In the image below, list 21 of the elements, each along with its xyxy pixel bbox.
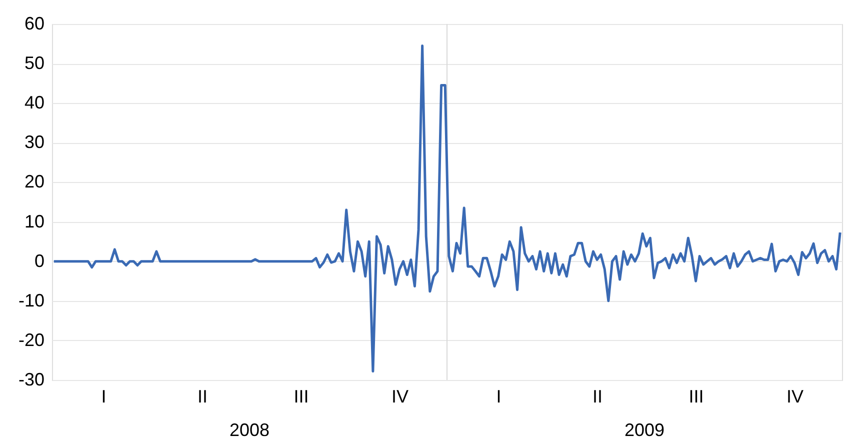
x-tick-label: I <box>496 386 502 406</box>
y-tick-label: -30 <box>18 370 44 390</box>
text: 2008 <box>229 420 270 440</box>
text: 2009 <box>624 420 665 440</box>
y-tick-label: 20 <box>24 172 44 192</box>
x-tick-label: II <box>198 386 208 406</box>
y-tick-label: 30 <box>24 132 44 152</box>
y-tick-label: 0 <box>34 250 44 271</box>
line-series <box>52 44 842 373</box>
y-tick-label: -20 <box>18 330 44 350</box>
x-tick-label: IV <box>786 386 804 406</box>
y-tick-label: 10 <box>24 211 44 232</box>
y-tick-label: 40 <box>24 92 44 113</box>
y-tick-label: 60 <box>24 14 44 34</box>
x-tick-label: II <box>592 386 603 406</box>
x-tick-label: III <box>294 386 309 406</box>
y-tick-label: -10 <box>18 290 44 310</box>
y-tick-label: 50 <box>24 53 44 74</box>
x-tick-label: IV <box>392 386 409 406</box>
x-tick-label: I <box>101 386 106 406</box>
x-tick-label: III <box>688 386 704 406</box>
